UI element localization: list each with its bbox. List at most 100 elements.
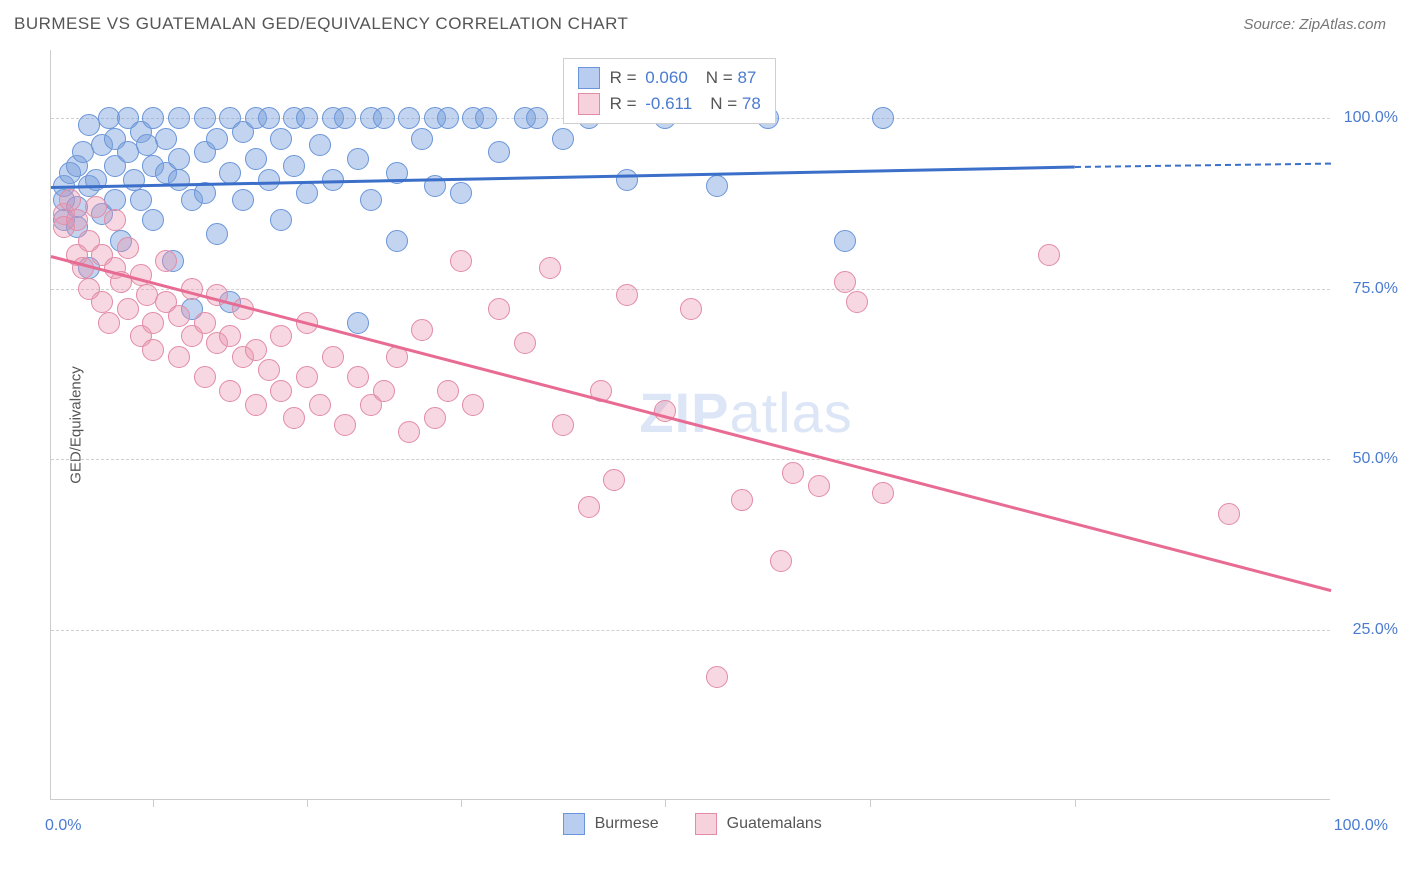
data-point [450,250,472,272]
data-point [360,189,382,211]
data-point [347,148,369,170]
data-point [347,366,369,388]
x-axis-label-max: 100.0% [1334,817,1388,835]
trend-line [51,166,1075,189]
data-point [130,189,152,211]
data-point [219,162,241,184]
x-tick [461,799,462,807]
data-point [283,155,305,177]
data-point [155,128,177,150]
data-point [142,209,164,231]
data-point [117,298,139,320]
gridline [51,459,1330,460]
data-point [846,291,868,313]
data-point [309,134,331,156]
legend-series: BurmeseGuatemalans [563,813,848,835]
data-point [398,107,420,129]
data-point [424,407,446,429]
data-point [616,284,638,306]
data-point [194,366,216,388]
data-point [66,209,88,231]
data-point [552,128,574,150]
x-axis-label-min: 0.0% [45,817,81,835]
data-point [462,394,484,416]
data-point [680,298,702,320]
data-point [168,169,190,191]
data-point [526,107,548,129]
data-point [782,462,804,484]
legend-series-label: Guatemalans [727,815,822,833]
data-point [232,189,254,211]
gridline [51,289,1330,290]
legend-swatch [695,813,717,835]
data-point [142,107,164,129]
data-point [539,257,561,279]
x-tick [153,799,154,807]
data-point [258,359,280,381]
data-point [168,148,190,170]
x-tick [870,799,871,807]
data-point [245,394,267,416]
data-point [245,148,267,170]
x-tick [1075,799,1076,807]
data-point [168,107,190,129]
data-point [296,107,318,129]
data-point [770,550,792,572]
data-point [104,209,126,231]
data-point [603,469,625,491]
data-point [578,496,600,518]
data-point [85,196,107,218]
data-point [91,291,113,313]
data-point [194,312,216,334]
data-point [117,237,139,259]
data-point [872,482,894,504]
data-point [142,312,164,334]
data-point [206,128,228,150]
data-point [270,128,292,150]
legend-swatch [578,93,600,115]
data-point [296,366,318,388]
data-point [808,475,830,497]
data-point [834,271,856,293]
data-point [296,182,318,204]
data-point [98,312,120,334]
data-point [552,414,574,436]
x-tick [665,799,666,807]
y-axis-title: GED/Equivalency [67,366,84,484]
data-point [450,182,472,204]
data-point [123,169,145,191]
chart-source: Source: ZipAtlas.com [1243,16,1386,33]
data-point [104,189,126,211]
data-point [142,339,164,361]
data-point [206,223,228,245]
data-point [270,209,292,231]
data-point [398,421,420,443]
trend-line [1075,162,1331,167]
data-point [283,407,305,429]
data-point [258,107,280,129]
y-tick-label: 75.0% [1353,280,1398,298]
data-point [258,169,280,191]
data-point [194,107,216,129]
data-point [514,332,536,354]
legend-swatch [563,813,585,835]
data-point [437,380,459,402]
data-point [155,250,177,272]
data-point [168,305,190,327]
data-point [219,380,241,402]
data-point [168,346,190,368]
y-tick-label: 50.0% [1353,450,1398,468]
data-point [1218,503,1240,525]
data-point [270,380,292,402]
data-point [488,141,510,163]
data-point [373,107,395,129]
data-point [437,107,459,129]
legend-swatch [578,67,600,89]
data-point [411,319,433,341]
plot-area: GED/Equivalency ZIPatlas 25.0%50.0%75.0%… [50,50,1330,800]
y-tick-label: 100.0% [1344,109,1398,127]
data-point [322,346,344,368]
data-point [373,380,395,402]
x-tick [307,799,308,807]
data-point [834,230,856,252]
